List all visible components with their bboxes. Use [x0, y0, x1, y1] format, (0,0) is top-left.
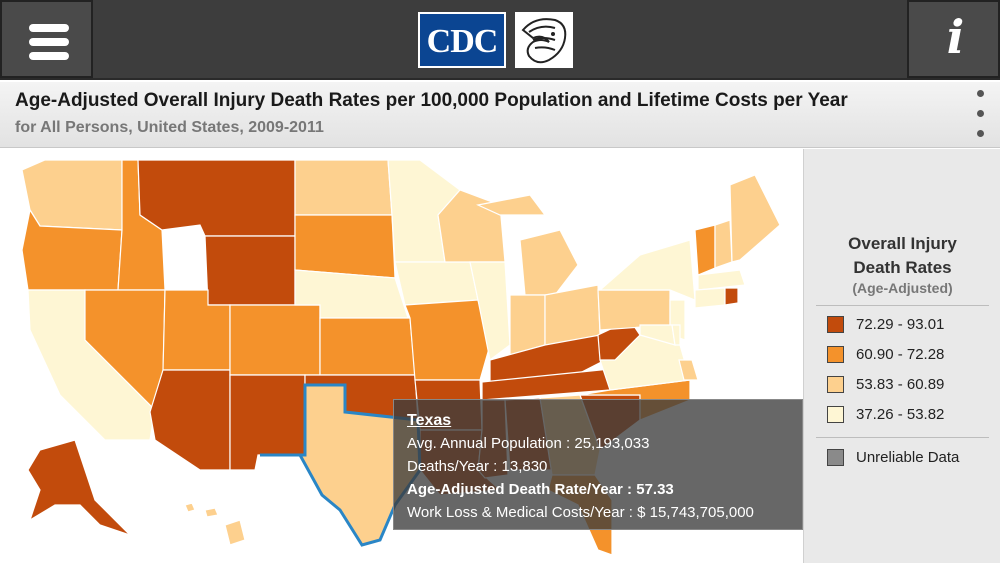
legend-item-unreliable[interactable]: Unreliable Data	[827, 448, 997, 468]
state-dc-area	[678, 359, 699, 381]
legend-divider	[816, 437, 989, 438]
legend-swatch	[827, 376, 844, 393]
legend-swatch	[827, 449, 844, 466]
state-michigan	[519, 229, 579, 296]
info-icon: i	[946, 10, 965, 64]
tooltip-deaths: Deaths/Year : 13,830	[407, 458, 548, 475]
legend-swatch	[827, 406, 844, 423]
state-rhode-island	[724, 287, 739, 306]
title-bar: Age-Adjusted Overall Injury Death Rates …	[0, 82, 1000, 148]
state-massachusetts	[697, 269, 746, 291]
cdc-logo: CDC	[418, 12, 506, 68]
state-new-hampshire	[714, 219, 733, 269]
legend-label: 60.90 - 72.28	[856, 346, 945, 363]
tooltip-death-rate: Age-Adjusted Death Rate/Year : 57.33	[407, 481, 674, 498]
legend-swatch	[827, 346, 844, 363]
state-maine	[729, 174, 781, 263]
page-subtitle: for All Persons, United States, 2009-201…	[15, 119, 324, 136]
state-tooltip: Texas Avg. Annual Population : 25,193,03…	[393, 399, 803, 530]
state-delaware	[671, 324, 681, 346]
state-arizona	[149, 369, 231, 471]
state-montana	[137, 159, 296, 237]
state-vermont	[694, 224, 716, 276]
legend-divider	[816, 305, 989, 306]
top-bar: CDC i	[0, 0, 1000, 80]
legend-label: 72.29 - 93.01	[856, 316, 945, 333]
legend-label: 53.83 - 60.89	[856, 376, 945, 393]
state-michigan-up	[476, 194, 547, 216]
tooltip-population: Avg. Annual Population : 25,193,033	[407, 435, 650, 452]
texas-selection-outline	[260, 383, 422, 547]
legend-label: Unreliable Data	[856, 449, 960, 466]
state-wyoming	[204, 235, 296, 306]
tooltip-state-name: Texas	[407, 412, 452, 429]
legend-item-mid-high[interactable]: 60.90 - 72.28	[827, 345, 997, 365]
state-alaska	[27, 439, 131, 536]
tooltip-costs: Work Loss & Medical Costs/Year : $ 15,74…	[407, 504, 754, 521]
state-kansas	[319, 317, 416, 376]
state-north-dakota	[294, 159, 393, 216]
state-washington	[21, 159, 123, 231]
state-hawaii	[184, 502, 246, 546]
legend-panel: Overall Injury Death Rates (Age-Adjusted…	[803, 149, 1000, 563]
legend-label: 37.26 - 53.82	[856, 406, 945, 423]
state-illinois	[469, 261, 511, 362]
state-pennsylvania	[597, 289, 671, 331]
more-options-button[interactable]	[968, 88, 992, 142]
state-colorado	[229, 304, 321, 376]
hhs-eagle-logo	[515, 12, 573, 68]
info-button[interactable]: i	[907, 0, 1000, 78]
legend-item-high[interactable]: 72.29 - 93.01	[827, 315, 997, 335]
state-new-york	[598, 239, 696, 301]
page-title: Age-Adjusted Overall Injury Death Rates …	[15, 90, 848, 111]
menu-button[interactable]	[0, 0, 93, 78]
state-south-dakota	[294, 214, 396, 279]
state-connecticut	[694, 287, 726, 309]
legend-title: Overall Injury	[848, 234, 957, 253]
legend-item-mid-low[interactable]: 53.83 - 60.89	[827, 375, 997, 395]
state-iowa	[394, 261, 479, 306]
legend-item-low[interactable]: 37.26 - 53.82	[827, 405, 997, 425]
legend-subtitle: (Age-Adjusted)	[852, 280, 953, 296]
legend-swatch	[827, 316, 844, 333]
state-missouri	[404, 299, 491, 381]
legend-title-line2: Death Rates	[853, 258, 952, 277]
